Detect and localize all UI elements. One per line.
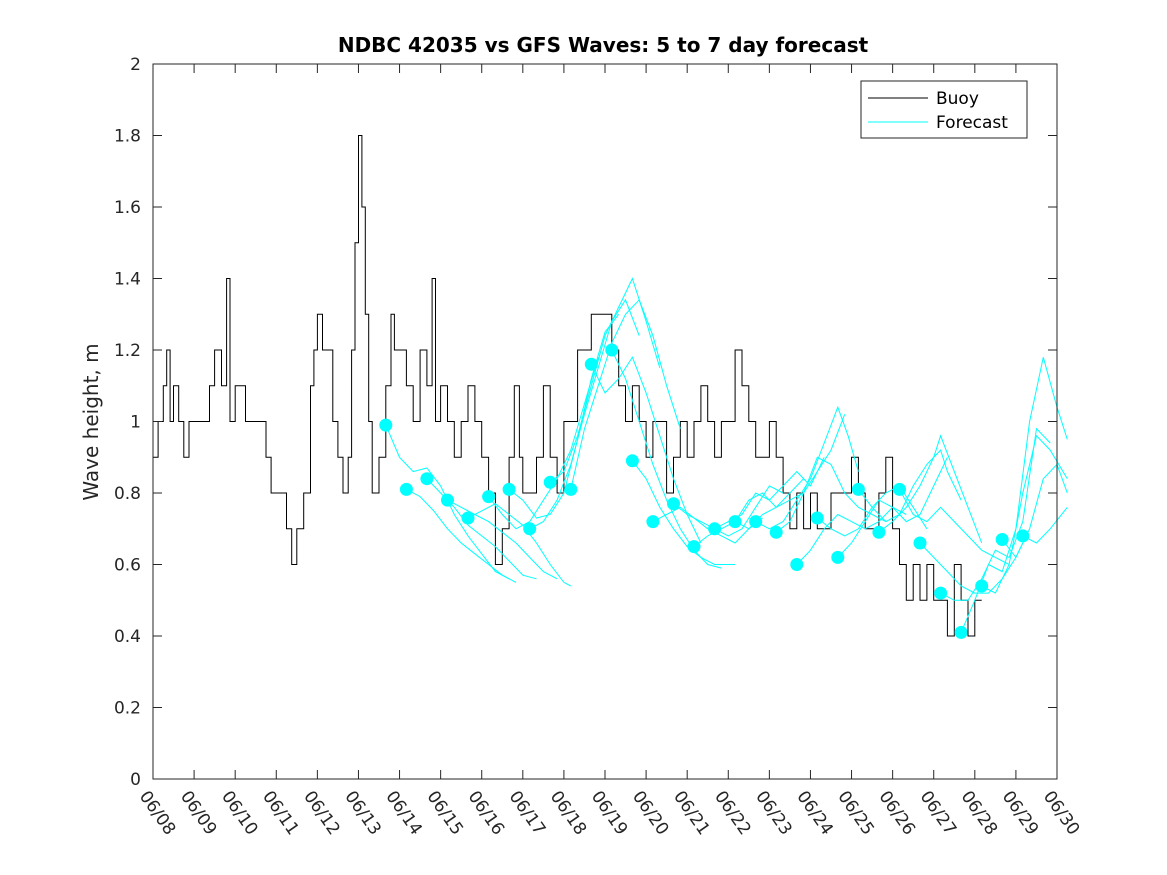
x-tick-label-3: 06/11 bbox=[258, 787, 302, 839]
forecast-marker-10 bbox=[584, 357, 598, 371]
x-tick-label-2: 06/10 bbox=[217, 787, 261, 839]
forecast-marker-15 bbox=[687, 540, 701, 554]
forecast-marker-14 bbox=[667, 497, 680, 511]
x-tick-label-0: 06/08 bbox=[135, 787, 179, 839]
forecast-line-26 bbox=[919, 542, 1024, 594]
forecast-line-25 bbox=[899, 489, 1010, 565]
y-tick-label-5: 1 bbox=[130, 413, 141, 433]
forecast-marker-7 bbox=[523, 522, 537, 536]
plot-area bbox=[153, 64, 1068, 779]
x-tick-label-7: 06/15 bbox=[423, 787, 467, 839]
y-tick-label-0: 0 bbox=[130, 770, 141, 790]
plot-background bbox=[153, 64, 1057, 779]
forecast-marker-8 bbox=[543, 475, 557, 489]
forecast-line-30 bbox=[1001, 463, 1068, 559]
forecast-line-13 bbox=[652, 506, 763, 544]
forecast-line-5 bbox=[488, 357, 599, 530]
legend-box bbox=[860, 80, 1028, 139]
forecast-line-7 bbox=[529, 298, 640, 530]
forecast-marker-16 bbox=[708, 522, 722, 536]
forecast-line-22 bbox=[837, 457, 948, 558]
forecast-line-24 bbox=[878, 434, 983, 544]
chart-title: NDBC 42035 vs GFS Waves: 5 to 7 day fore… bbox=[338, 33, 869, 57]
forecast-marker-23 bbox=[851, 482, 865, 496]
forecast-line-9 bbox=[570, 298, 681, 490]
legend-label-buoy: Buoy bbox=[936, 89, 979, 109]
x-tick-label-16: 06/24 bbox=[792, 787, 836, 839]
forecast-marker-18 bbox=[749, 515, 763, 529]
forecast-marker-25 bbox=[893, 482, 906, 496]
y-tick-label-4: 0.8 bbox=[114, 484, 141, 504]
x-tick-label-17: 06/25 bbox=[833, 787, 877, 839]
x-tick-label-11: 06/19 bbox=[587, 787, 631, 839]
legend: Buoy Forecast bbox=[860, 80, 1028, 139]
x-tick-label-1: 06/09 bbox=[176, 787, 220, 839]
forecast-marker-27 bbox=[934, 586, 948, 600]
x-tick-label-4: 06/12 bbox=[299, 787, 343, 839]
forecast-marker-29 bbox=[975, 579, 989, 593]
y-tick-label-1: 0.2 bbox=[114, 699, 141, 719]
forecast-marker-31 bbox=[1016, 529, 1030, 543]
forecast-marker-30 bbox=[995, 533, 1009, 546]
forecast-marker-3 bbox=[441, 493, 454, 507]
forecast-marker-4 bbox=[461, 511, 475, 525]
forecast-line-10 bbox=[590, 356, 702, 544]
forecast-line-12 bbox=[632, 460, 736, 565]
x-tick-label-20: 06/28 bbox=[957, 787, 1001, 839]
forecast-line-11 bbox=[611, 349, 722, 569]
y-tick-label-3: 0.6 bbox=[114, 556, 141, 576]
forecast-line-1 bbox=[406, 488, 517, 583]
forecast-line-6 bbox=[508, 313, 620, 519]
x-tick-label-12: 06/20 bbox=[628, 787, 672, 839]
forecast-marker-20 bbox=[790, 558, 804, 571]
x-tick-label-10: 06/18 bbox=[546, 787, 590, 839]
forecast-marker-19 bbox=[769, 525, 783, 539]
forecast-line-29 bbox=[981, 434, 1068, 594]
y-tick-label-6: 1.2 bbox=[114, 341, 141, 361]
x-tick-label-19: 06/27 bbox=[916, 787, 960, 839]
forecast-line-23 bbox=[858, 449, 962, 523]
forecast-line-20 bbox=[796, 506, 907, 565]
x-tick-label-18: 06/26 bbox=[875, 787, 919, 839]
y-tick-label-10: 2 bbox=[130, 55, 141, 75]
legend-label-forecast: Forecast bbox=[936, 113, 1008, 133]
x-tick-label-6: 06/14 bbox=[381, 787, 425, 839]
y-axis-label: Wave height, m bbox=[79, 343, 103, 500]
x-tick-label-21: 06/29 bbox=[998, 787, 1042, 839]
forecast-marker-2 bbox=[420, 472, 434, 486]
forecast-marker-12 bbox=[625, 454, 639, 468]
forecast-line-19 bbox=[775, 456, 887, 533]
forecast-marker-26 bbox=[913, 536, 927, 550]
y-tick-label-7: 1.4 bbox=[114, 270, 141, 290]
x-tick-label-22: 06/30 bbox=[1039, 787, 1083, 839]
x-tick-label-14: 06/22 bbox=[710, 787, 754, 839]
y-tick-label-2: 0.4 bbox=[114, 627, 141, 647]
forecast-line-31 bbox=[1022, 506, 1068, 544]
forecast-line-27 bbox=[940, 427, 1051, 601]
forecast-marker-13 bbox=[646, 515, 660, 529]
x-tick-label-5: 06/13 bbox=[340, 787, 384, 839]
x-tick-label-9: 06/17 bbox=[505, 787, 549, 839]
forecast-marker-11 bbox=[605, 343, 619, 357]
forecast-marker-6 bbox=[502, 482, 516, 496]
forecast-marker-9 bbox=[564, 482, 578, 496]
forecast-line-3 bbox=[447, 499, 558, 580]
forecast-marker-17 bbox=[728, 515, 742, 529]
y-tick-label-9: 1.8 bbox=[114, 127, 141, 147]
x-tick-label-8: 06/16 bbox=[464, 787, 508, 839]
forecast-marker-28 bbox=[954, 625, 968, 639]
forecast-marker-0 bbox=[379, 418, 393, 432]
forecast-marker-22 bbox=[831, 550, 845, 564]
x-tick-label-13: 06/21 bbox=[669, 787, 713, 839]
forecast-marker-1 bbox=[399, 482, 413, 496]
forecast-marker-21 bbox=[810, 511, 824, 525]
forecast-line-14 bbox=[673, 485, 784, 537]
forecast-marker-24 bbox=[872, 525, 886, 539]
forecast-marker-5 bbox=[482, 490, 496, 504]
x-tick-label-15: 06/23 bbox=[751, 787, 795, 839]
y-tick-label-8: 1.6 bbox=[114, 198, 141, 218]
